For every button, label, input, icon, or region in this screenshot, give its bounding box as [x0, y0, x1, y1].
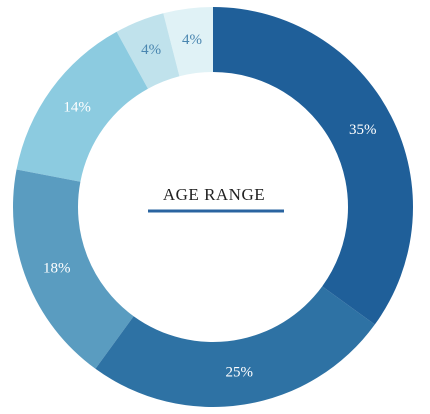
donut-segment	[163, 6, 213, 77]
value-label: 25%	[226, 364, 254, 380]
value-label: 35%	[349, 122, 377, 138]
value-label: 14%	[63, 100, 91, 116]
value-label: 4%	[182, 32, 202, 48]
value-label: 18%	[43, 260, 71, 276]
donut-segment	[213, 7, 413, 325]
donut-segment	[95, 286, 375, 407]
chart-title: AGE RANGE	[163, 185, 265, 204]
value-label: 4%	[141, 42, 161, 58]
donut-segment	[13, 169, 134, 369]
donut-segment	[16, 31, 148, 182]
donut-segment	[116, 13, 180, 89]
